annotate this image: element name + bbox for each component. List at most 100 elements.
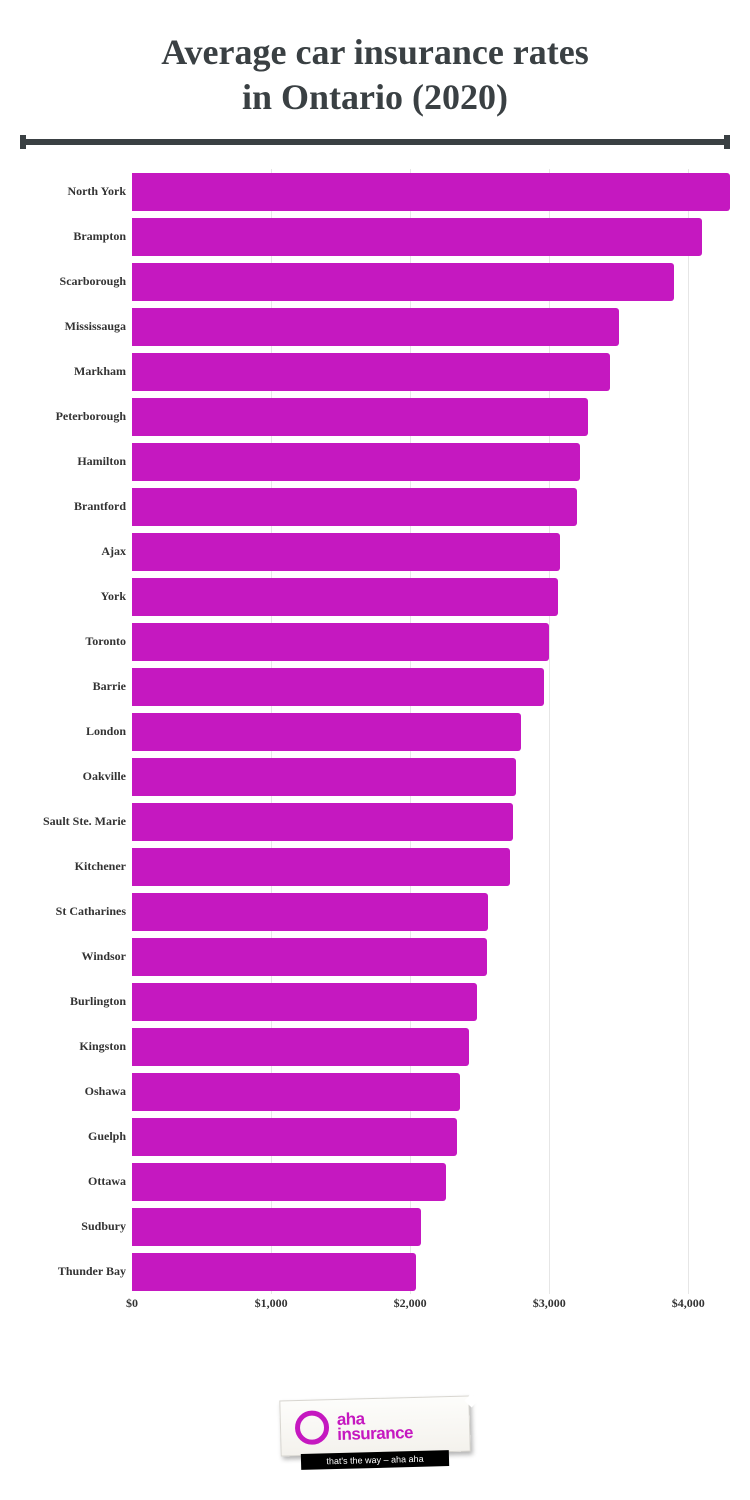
insurance-bar-chart: North York Brampton Scarborough Mississa… <box>0 164 750 1319</box>
bar-row: Brampton <box>20 214 730 259</box>
bar-track <box>132 668 730 706</box>
bar-fill <box>132 713 521 751</box>
bar-track <box>132 1118 730 1156</box>
bar-row: Hamilton <box>20 439 730 484</box>
bar-fill <box>132 398 588 436</box>
bar-track <box>132 308 730 346</box>
bar-row: St Catharines <box>20 889 730 934</box>
bar-fill <box>132 1253 416 1291</box>
bar-row: Burlington <box>20 979 730 1024</box>
bar-fill <box>132 173 730 211</box>
x-tick: $4,000 <box>672 1296 705 1311</box>
bar-row: Windsor <box>20 934 730 979</box>
bar-row: Guelph <box>20 1114 730 1159</box>
bar-fill <box>132 623 549 661</box>
bar-fill <box>132 1118 457 1156</box>
bar-track <box>132 1208 730 1246</box>
bar-fill <box>132 668 544 706</box>
bar-track <box>132 938 730 976</box>
bar-label: Brampton <box>20 229 132 244</box>
bar-track <box>132 848 730 886</box>
bar-row: London <box>20 709 730 754</box>
bar-fill <box>132 1028 469 1066</box>
chart-title: Average car insurance rates in Ontario (… <box>0 0 750 135</box>
x-tick: $1,000 <box>255 1296 288 1311</box>
bar-row: Kitchener <box>20 844 730 889</box>
x-tick: $3,000 <box>533 1296 566 1311</box>
bar-label: Brantford <box>20 499 132 514</box>
bar-track <box>132 758 730 796</box>
bar-label: Kingston <box>20 1039 132 1054</box>
x-tick: $2,000 <box>394 1296 427 1311</box>
x-tick: $0 <box>126 1296 138 1311</box>
bar-label: Barrie <box>20 679 132 694</box>
bar-label: Mississauga <box>20 319 132 334</box>
bar-fill <box>132 938 487 976</box>
bar-fill <box>132 1163 446 1201</box>
bar-fill <box>132 443 580 481</box>
bar-track <box>132 1028 730 1066</box>
logo-card: ahainsurance <box>279 1396 470 1457</box>
bar-track <box>132 623 730 661</box>
bar-fill <box>132 533 560 571</box>
bar-fill <box>132 353 610 391</box>
bar-fill <box>132 1073 460 1111</box>
bar-track <box>132 353 730 391</box>
bar-fill <box>132 848 510 886</box>
bar-row: Brantford <box>20 484 730 529</box>
bar-label: Oakville <box>20 769 132 784</box>
bar-row: Ottawa <box>20 1159 730 1204</box>
bar-row: Mississauga <box>20 304 730 349</box>
bar-track <box>132 218 730 256</box>
bar-row: Sault Ste. Marie <box>20 799 730 844</box>
logo-tagline: that's the way – aha aha <box>301 1450 449 1470</box>
bar-fill <box>132 218 702 256</box>
x-axis: $0$1,000$2,000$3,000$4,000 <box>132 1294 730 1319</box>
bar-row: Ajax <box>20 529 730 574</box>
bar-label: Markham <box>20 364 132 379</box>
bar-row: Oshawa <box>20 1069 730 1114</box>
bar-label: Toronto <box>20 634 132 649</box>
logo-ring-icon <box>295 1410 330 1445</box>
divider-bar <box>20 135 730 149</box>
bar-label: Sault Ste. Marie <box>20 814 132 829</box>
bar-fill <box>132 308 619 346</box>
bar-track <box>132 398 730 436</box>
bar-fill <box>132 803 513 841</box>
bar-fill <box>132 578 558 616</box>
bar-fill <box>132 893 488 931</box>
bar-track <box>132 533 730 571</box>
bar-label: Ajax <box>20 544 132 559</box>
bar-track <box>132 443 730 481</box>
bar-label: St Catharines <box>20 904 132 919</box>
bar-row: Barrie <box>20 664 730 709</box>
bar-label: Windsor <box>20 949 132 964</box>
bar-row: North York <box>20 169 730 214</box>
bar-label: Ottawa <box>20 1174 132 1189</box>
bar-row: Peterborough <box>20 394 730 439</box>
bar-label: Kitchener <box>20 859 132 874</box>
bar-fill <box>132 758 516 796</box>
bar-track <box>132 803 730 841</box>
bar-row: Kingston <box>20 1024 730 1069</box>
bar-row: Oakville <box>20 754 730 799</box>
bar-label: North York <box>20 184 132 199</box>
bar-label: Thunder Bay <box>20 1264 132 1279</box>
bar-row: York <box>20 574 730 619</box>
bar-fill <box>132 983 477 1021</box>
bar-label: Peterborough <box>20 409 132 424</box>
bar-row: Markham <box>20 349 730 394</box>
bar-track <box>132 1073 730 1111</box>
title-line-2: in Ontario (2020) <box>242 77 508 117</box>
bar-label: Hamilton <box>20 454 132 469</box>
bar-label: Burlington <box>20 994 132 1009</box>
bar-track <box>132 488 730 526</box>
bar-row: Toronto <box>20 619 730 664</box>
bar-label: Sudbury <box>20 1219 132 1234</box>
bar-row: Thunder Bay <box>20 1249 730 1294</box>
bar-track <box>132 983 730 1021</box>
bar-label: London <box>20 724 132 739</box>
bar-label: Scarborough <box>20 274 132 289</box>
bar-track <box>132 578 730 616</box>
bar-track <box>132 263 730 301</box>
